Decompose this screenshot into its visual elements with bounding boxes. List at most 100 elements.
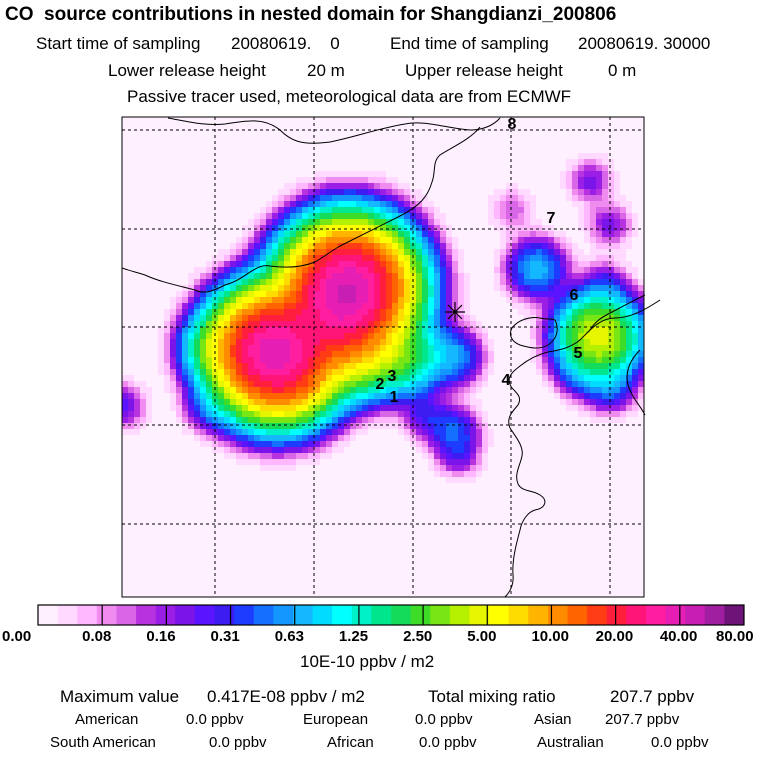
plume-cell [206, 249, 213, 256]
plume-cell [356, 195, 363, 202]
plume-cell [500, 309, 507, 316]
plume-cell [122, 243, 129, 250]
plume-cell [218, 285, 225, 292]
plume-cell [236, 369, 243, 376]
plume-cell [218, 279, 225, 286]
plume-cell [248, 405, 255, 412]
plume-cell [182, 459, 189, 466]
plume-cell [224, 285, 231, 292]
plume-cell [314, 153, 321, 160]
plume-cell [446, 147, 453, 154]
plume-cell [464, 441, 471, 448]
plume-cell [524, 417, 531, 424]
plume-cell [146, 309, 153, 316]
plume-cell [296, 171, 303, 178]
plume-cell [632, 357, 639, 364]
plume-cell [578, 141, 585, 148]
plume-cell [572, 309, 579, 316]
plume-cell [566, 225, 573, 232]
plume-cell [302, 201, 309, 208]
plume-cell [440, 381, 447, 388]
plume-cell [386, 195, 393, 202]
plume-cell [338, 279, 345, 286]
plume-cell [302, 249, 309, 256]
plume-cell [614, 219, 621, 226]
plume-cell [164, 207, 171, 214]
plume-cell [182, 123, 189, 130]
plume-cell [422, 405, 429, 412]
plume-cell [158, 387, 165, 394]
plume-cell [482, 429, 489, 436]
plume-cell [494, 285, 501, 292]
plume-cell [404, 183, 411, 190]
plume-cell [290, 201, 297, 208]
plume-cell [602, 327, 609, 334]
plume-cell [206, 231, 213, 238]
plume-cell [164, 399, 171, 406]
plume-cell [230, 177, 237, 184]
plume-cell [224, 123, 231, 130]
plume-cell [212, 303, 219, 310]
plume-cell [284, 129, 291, 136]
plume-cell [302, 255, 309, 262]
plume-cell [296, 207, 303, 214]
plume-cell [590, 381, 597, 388]
plume-cell [512, 435, 519, 442]
plume-cell [296, 135, 303, 142]
plume-cell [158, 117, 165, 124]
plume-cell [590, 447, 597, 454]
plume-cell [272, 243, 279, 250]
plume-cell [422, 201, 429, 208]
plume-cell [266, 225, 273, 232]
plume-cell [500, 345, 507, 352]
plume-cell [200, 381, 207, 388]
plume-cell [452, 267, 459, 274]
plume-cell [566, 153, 573, 160]
plume-cell [530, 357, 537, 364]
plume-cell [290, 357, 297, 364]
plume-cell [596, 171, 603, 178]
plume-cell [392, 297, 399, 304]
plume-cell [302, 435, 309, 442]
plume-cell [608, 435, 615, 442]
plume-cell [338, 201, 345, 208]
plume-cell [608, 447, 615, 454]
plume-cell [266, 279, 273, 286]
plume-cell [272, 231, 279, 238]
plume-cell [338, 195, 345, 202]
plume-cell [188, 219, 195, 226]
plume-cell [356, 159, 363, 166]
plume-cell [176, 369, 183, 376]
plume-cell [320, 297, 327, 304]
plume-cell [332, 399, 339, 406]
plume-cell [512, 165, 519, 172]
plume-cell [512, 183, 519, 190]
plume-cell [290, 345, 297, 352]
plume-cell [524, 207, 531, 214]
plume-cell [584, 351, 591, 358]
plume-cell [386, 315, 393, 322]
plume-cell [416, 453, 423, 460]
plume-cell [176, 309, 183, 316]
plume-cell [506, 333, 513, 340]
plume-cell [242, 321, 249, 328]
plume-cell [626, 171, 633, 178]
plume-cell [470, 435, 477, 442]
plume-cell [332, 315, 339, 322]
plume-cell [374, 261, 381, 268]
plume-cell [506, 393, 513, 400]
plume-cell [320, 303, 327, 310]
plume-cell [572, 171, 579, 178]
plume-cell [392, 369, 399, 376]
plume-cell [428, 303, 435, 310]
plume-cell [248, 123, 255, 130]
plume-cell [578, 207, 585, 214]
plume-cell [218, 453, 225, 460]
plume-cell [164, 159, 171, 166]
plume-cell [446, 243, 453, 250]
plume-cell [188, 165, 195, 172]
plume-cell [206, 387, 213, 394]
plume-cell [314, 387, 321, 394]
plume-cell [326, 333, 333, 340]
plume-cell [578, 303, 585, 310]
